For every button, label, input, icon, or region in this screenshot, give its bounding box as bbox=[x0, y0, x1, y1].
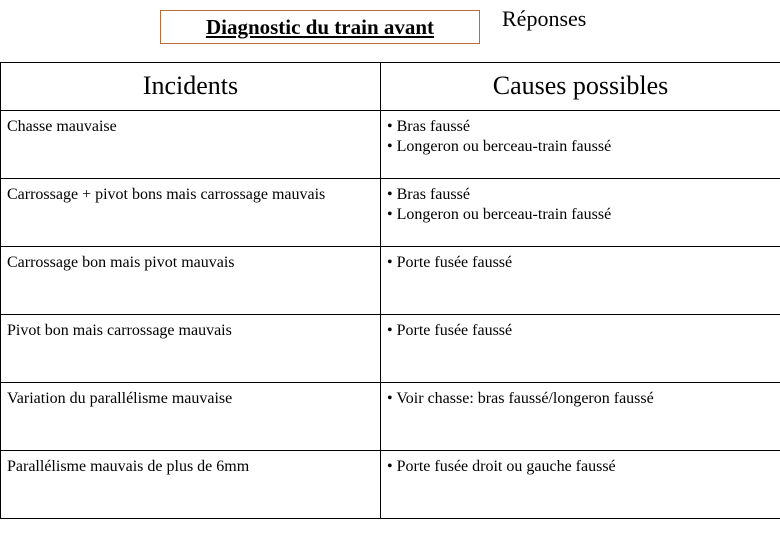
page-title: Diagnostic du train avant bbox=[206, 15, 434, 40]
table-row: Chasse mauvaise • Bras faussé • Longeron… bbox=[1, 111, 780, 179]
side-label: Réponses bbox=[502, 6, 586, 32]
cause-item: • Voir chasse: bras faussé/longeron faus… bbox=[387, 389, 774, 409]
table-body: Chasse mauvaise • Bras faussé • Longeron… bbox=[1, 111, 780, 519]
causes-cell: • Bras faussé • Longeron ou berceau-trai… bbox=[381, 111, 780, 179]
causes-cell: • Voir chasse: bras faussé/longeron faus… bbox=[381, 383, 780, 451]
table-row: Pivot bon mais carrossage mauvais • Port… bbox=[1, 315, 780, 383]
cause-item: • Bras faussé bbox=[387, 117, 774, 137]
col-header-incidents: Incidents bbox=[1, 63, 381, 111]
cause-item: • Porte fusée faussé bbox=[387, 253, 774, 273]
incident-cell: Carrossage bon mais pivot mauvais bbox=[1, 247, 381, 315]
cause-item: • Porte fusée droit ou gauche faussé bbox=[387, 457, 774, 477]
table-row: Parallélisme mauvais de plus de 6mm • Po… bbox=[1, 451, 780, 519]
table-row: Carrossage bon mais pivot mauvais • Port… bbox=[1, 247, 780, 315]
causes-cell: • Porte fusée faussé bbox=[381, 247, 780, 315]
table-row: Carrossage + pivot bons mais carrossage … bbox=[1, 179, 780, 247]
cause-item: • Longeron ou berceau-train faussé bbox=[387, 137, 774, 157]
causes-cell: • Porte fusée faussé bbox=[381, 315, 780, 383]
incident-cell: Parallélisme mauvais de plus de 6mm bbox=[1, 451, 381, 519]
col-header-causes: Causes possibles bbox=[381, 63, 780, 111]
cause-item: • Bras faussé bbox=[387, 185, 774, 205]
table-header-row: Incidents Causes possibles bbox=[1, 63, 780, 111]
incident-cell: Chasse mauvaise bbox=[1, 111, 381, 179]
cause-item: • Longeron ou berceau-train faussé bbox=[387, 205, 774, 225]
incident-cell: Variation du parallélisme mauvaise bbox=[1, 383, 381, 451]
cause-item: • Porte fusée faussé bbox=[387, 321, 774, 341]
diagnostic-table: Incidents Causes possibles Chasse mauvai… bbox=[0, 62, 780, 519]
incident-cell: Carrossage + pivot bons mais carrossage … bbox=[1, 179, 381, 247]
causes-cell: • Porte fusée droit ou gauche faussé bbox=[381, 451, 780, 519]
table-row: Variation du parallélisme mauvaise • Voi… bbox=[1, 383, 780, 451]
page-title-box: Diagnostic du train avant bbox=[160, 10, 480, 44]
incident-cell: Pivot bon mais carrossage mauvais bbox=[1, 315, 381, 383]
causes-cell: • Bras faussé • Longeron ou berceau-trai… bbox=[381, 179, 780, 247]
